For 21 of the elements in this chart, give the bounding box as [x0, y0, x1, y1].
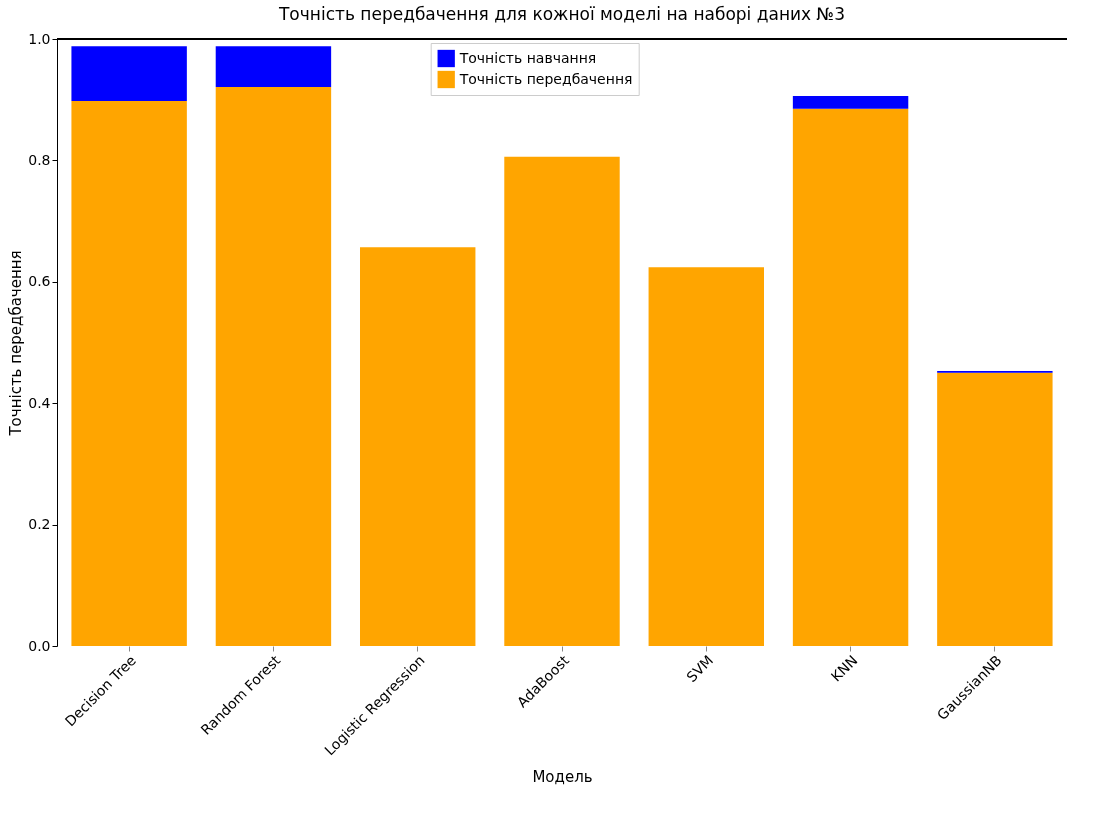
- bar: [215, 86, 332, 646]
- x-axis-title: Модель: [532, 768, 593, 787]
- bar: [792, 96, 909, 109]
- bar: [792, 108, 909, 646]
- y-axis-title: Точність передбачення: [7, 250, 26, 437]
- y-tick-label: 0.4: [28, 394, 51, 411]
- bar: [937, 372, 1053, 646]
- bar: [648, 267, 764, 646]
- y-tick-label: 1.0: [28, 30, 51, 47]
- y-tick-label: 0.2: [28, 516, 51, 533]
- legend-label: Точність навчання: [458, 49, 597, 66]
- bar: [71, 46, 187, 101]
- bar: [360, 247, 476, 646]
- y-tick-label: 0.6: [28, 273, 51, 290]
- chart-title: Точність передбачення для кожної моделі на наборі даних №3: [277, 4, 846, 24]
- legend-label: Точність передбачення: [458, 70, 633, 87]
- bar: [71, 100, 187, 646]
- y-tick-label: 0.8: [28, 151, 51, 168]
- bar: [504, 156, 620, 646]
- y-tick-label: 0.0: [28, 637, 51, 654]
- bar: [215, 46, 332, 87]
